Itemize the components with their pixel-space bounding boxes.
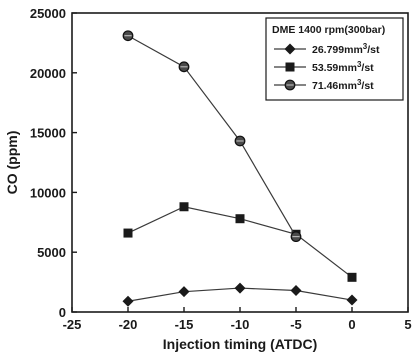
y-tick-label: 15000 [30,126,66,141]
data-series [122,30,358,307]
legend-label: 53.59mm3/st [312,60,374,74]
y-tick-label: 25000 [30,6,66,21]
square-marker [235,214,245,224]
diamond-marker [178,286,190,298]
legend-label: 26.799mm3/st [312,42,380,56]
legend-item: 53.59mm3/st [274,60,374,74]
axis-ticks: -25 -20 -15 -10 -5 0 5 0 5000 10000 15000 20000 2500… [30,6,412,332]
series-diamond [122,282,358,307]
diamond-marker [234,282,246,294]
y-tick-label: 10000 [30,185,66,200]
legend-item: 26.799mm3/st [274,42,380,56]
x-tick-label: 0 [348,317,355,332]
square-marker [123,228,133,238]
y-tick-label: 5000 [37,245,66,260]
square-marker [285,62,295,72]
x-axis-title: Injection timing (ATDC) [163,336,318,352]
square-marker [179,202,189,212]
series-circle [122,30,302,243]
diamond-marker [284,43,296,55]
y-tick-label: 0 [59,305,66,320]
y-tick-label: 20000 [30,66,66,81]
diamond-marker [346,294,358,306]
x-tick-label: -15 [175,317,194,332]
x-tick-label: -10 [231,317,250,332]
y-axis-title: CO (ppm) [4,131,20,195]
legend-title: DME 1400 rpm(300bar) [272,24,385,36]
legend-item: 71.46mm3/st [274,78,374,92]
legend: DME 1400 rpm(300bar) 26.799mm3/st 53.59mm3… [265,17,404,101]
x-tick-label: -20 [119,317,138,332]
square-marker [347,272,357,282]
plot-frame [71,12,409,313]
diamond-marker [122,295,134,307]
x-tick-label: -5 [290,317,302,332]
series-line [127,35,297,237]
x-tick-label: 5 [404,317,411,332]
x-tick-label: -25 [63,317,82,332]
diamond-marker [290,284,302,296]
legend-label: 71.46mm3/st [312,78,374,92]
